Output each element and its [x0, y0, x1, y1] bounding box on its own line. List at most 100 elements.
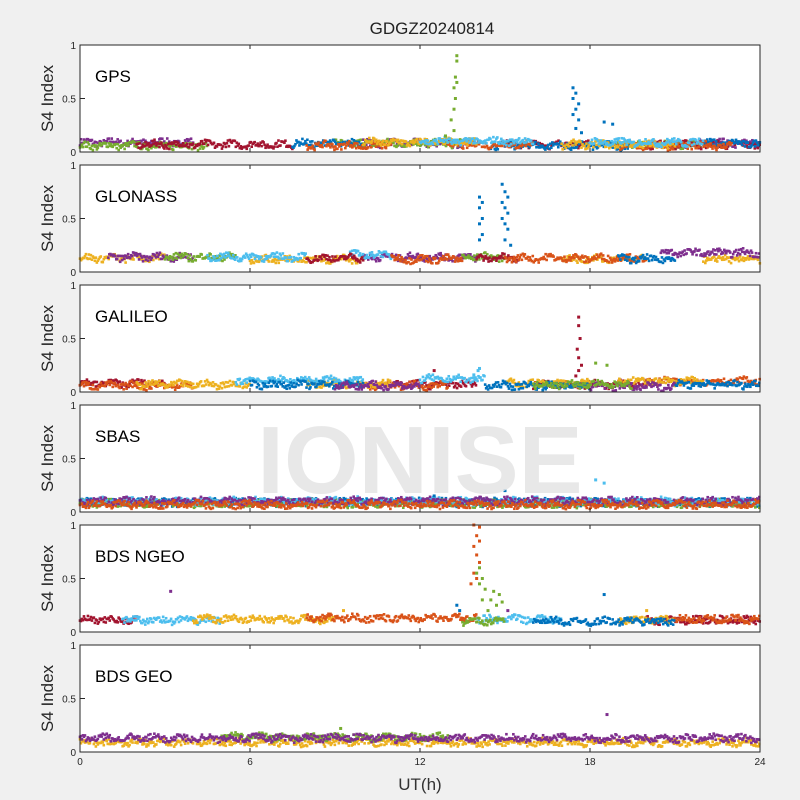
data-point-purple [667, 251, 671, 255]
data-points [78, 54, 762, 152]
data-point-yellow [665, 144, 669, 148]
data-point-purple [378, 258, 382, 262]
data-point-lightblue [231, 253, 235, 257]
data-point-blue [534, 140, 537, 144]
data-point-blue [260, 387, 264, 391]
data-point-orange [508, 145, 512, 149]
data-point-blue [704, 383, 708, 386]
data-point-blue [501, 379, 505, 383]
data-point-lightblue [700, 142, 704, 146]
data-point-blue [699, 385, 703, 388]
data-point-lightblue [252, 377, 255, 381]
data-point-orange [393, 385, 397, 389]
data-point-red [85, 378, 89, 381]
data-point-red [733, 143, 737, 147]
data-point-yellow [722, 258, 726, 261]
data-point-yellow [384, 381, 388, 385]
data-point-yellow [756, 258, 760, 262]
data-point-orange [118, 386, 121, 390]
data-point-purple [451, 259, 454, 263]
data-point-yellow [705, 259, 708, 262]
data-point-lightblue [263, 380, 266, 383]
data-point-yellow [164, 386, 167, 389]
data-point-yellow [248, 259, 252, 263]
data-point-red [329, 258, 332, 262]
data-point-yellow [151, 255, 154, 258]
data-point-orange [505, 260, 509, 264]
data-point-yellow [631, 376, 635, 379]
data-point-yellow [286, 257, 289, 261]
data-point-lightblue [512, 141, 516, 145]
data-point-yellow [527, 379, 531, 383]
data-point-purple [133, 253, 137, 257]
data-point-orange [393, 258, 396, 262]
data-point-blue [583, 142, 587, 146]
data-point-blue [315, 385, 318, 388]
data-point-purple [120, 258, 124, 262]
data-point-red [224, 145, 228, 149]
data-point-blue [318, 379, 321, 383]
data-point-purple [117, 254, 121, 258]
data-point-blue [757, 384, 760, 388]
data-point-lightblue [302, 252, 305, 255]
data-point-blue [320, 382, 323, 386]
data-point-green [681, 147, 685, 150]
data-point-red [143, 144, 146, 148]
data-point-orange [313, 148, 316, 152]
data-point-yellow [736, 257, 740, 260]
data-point-purple [720, 252, 723, 256]
data-point-lightblue [307, 376, 311, 379]
data-point-blue [705, 379, 709, 382]
data-point-lightblue [350, 249, 354, 253]
data-point-blue [297, 140, 300, 144]
data-point-orange [189, 383, 193, 387]
data-point-yellow [539, 380, 542, 383]
data-point-orange [129, 384, 132, 388]
data-point-red [89, 381, 93, 385]
data-point-blue [327, 141, 331, 145]
data-point-yellow [388, 379, 392, 382]
data-point-yellow [138, 383, 141, 387]
data-point-lightblue [289, 377, 292, 381]
y-tick-label: 1 [70, 41, 76, 52]
data-point-blue [713, 387, 716, 390]
data-point-orange [453, 260, 457, 263]
data-point-orange [334, 145, 337, 148]
data-point-purple [666, 249, 670, 252]
spike-point-blue [580, 131, 583, 135]
data-point-blue [742, 140, 746, 143]
data-point-purple [691, 252, 694, 256]
data-point-red [237, 142, 241, 146]
data-point-yellow [93, 259, 97, 263]
data-point-orange [456, 144, 460, 147]
data-point-orange [513, 257, 517, 261]
data-point-yellow [737, 259, 741, 263]
data-point-red [319, 255, 322, 258]
data-point-lightblue [664, 142, 667, 146]
data-point-yellow [629, 143, 633, 147]
data-point-yellow [661, 381, 665, 384]
data-point-yellow [218, 385, 222, 388]
data-point-blue [721, 141, 725, 144]
data-point-yellow [216, 384, 220, 388]
data-point-yellow [385, 383, 389, 387]
spike-point-blue [503, 238, 507, 242]
data-point-red [718, 145, 722, 149]
data-point-red [175, 143, 178, 147]
data-point-yellow [94, 256, 98, 259]
data-point-purple [365, 143, 368, 147]
data-point-yellow [639, 145, 643, 148]
data-point-orange [178, 384, 182, 388]
data-point-purple [167, 140, 171, 143]
data-point-yellow [243, 385, 247, 388]
data-point-yellow [146, 256, 149, 260]
data-point-lightblue [223, 252, 226, 256]
data-point-green [467, 254, 470, 257]
data-point-orange [373, 141, 377, 145]
data-point-green [497, 260, 501, 263]
data-point-red [486, 257, 489, 261]
data-point-purple [154, 255, 158, 259]
data-point-blue [726, 384, 729, 388]
data-point-purple [612, 389, 616, 393]
data-point-orange [436, 385, 440, 389]
